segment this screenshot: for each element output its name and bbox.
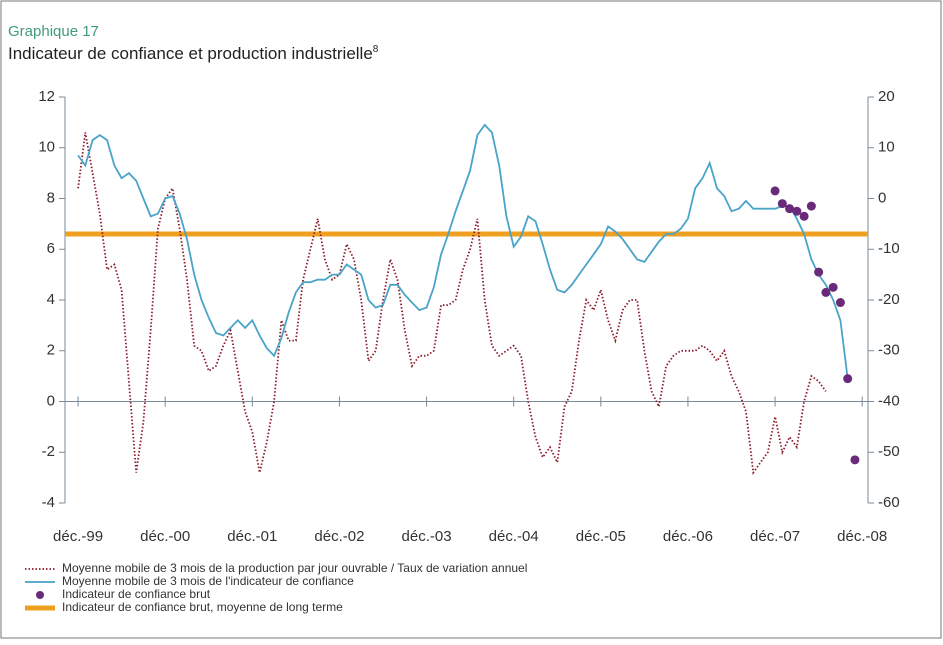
y2-tick-label: -60 <box>878 494 900 511</box>
y-tick-label: 6 <box>47 240 55 257</box>
x-tick-label: déc.-08 <box>837 528 887 545</box>
legend-label: Indicateur de confiance brut, moyenne de… <box>62 600 343 614</box>
y2-tick-label: -10 <box>878 240 900 257</box>
y-tick-label: 0 <box>47 392 55 409</box>
header: Graphique 17 <box>8 23 99 40</box>
x-tick-label: déc.-07 <box>750 528 800 545</box>
data-point <box>799 211 809 221</box>
x-tick-label: déc.-03 <box>402 528 452 545</box>
title-text: Indicateur de confiance et production in… <box>8 44 373 63</box>
y2-tick-label: -30 <box>878 342 900 359</box>
data-point <box>792 206 802 216</box>
y-tick-label: 4 <box>47 291 55 308</box>
series-line <box>77 132 827 476</box>
y2-tick-label: -20 <box>878 291 900 308</box>
data-point <box>828 282 838 292</box>
y-tick-label: 10 <box>38 139 55 156</box>
legend-label: Indicateur de confiance brut <box>62 587 211 601</box>
data-point <box>821 287 831 297</box>
x-tick-label: déc.-00 <box>140 528 190 545</box>
y-tick-label: 8 <box>47 189 55 206</box>
data-point <box>835 298 845 308</box>
x-tick-label: déc.-02 <box>314 528 364 545</box>
data-point <box>777 199 787 209</box>
chart-title: Indicateur de confiance et production in… <box>8 44 379 64</box>
legend-symbol <box>36 591 44 599</box>
y2-tick-label: -50 <box>878 443 900 460</box>
y-tick-label: 2 <box>47 342 55 359</box>
title-note: 8 <box>373 44 379 55</box>
data-point <box>806 201 816 211</box>
data-point <box>843 374 853 384</box>
y2-tick-label: 0 <box>878 189 886 206</box>
data-point <box>770 186 780 196</box>
y-tick-label: 12 <box>38 88 55 105</box>
data-point <box>785 204 795 214</box>
legend-label: Moyenne mobile de 3 mois de la productio… <box>62 561 527 575</box>
legend-label: Moyenne mobile de 3 mois de l'indicateur… <box>62 574 354 588</box>
x-tick-label: déc.-01 <box>227 528 277 545</box>
y-tick-label: -4 <box>42 494 55 511</box>
y2-tick-label: 20 <box>878 88 895 105</box>
x-tick-label: déc.-99 <box>53 528 103 545</box>
y2-tick-label: 10 <box>878 139 895 156</box>
data-point <box>814 267 824 277</box>
y2-tick-label: -40 <box>878 392 900 409</box>
x-tick-label: déc.-05 <box>576 528 626 545</box>
series-line <box>77 123 849 379</box>
y-tick-label: -2 <box>42 443 55 460</box>
data-point <box>850 455 860 465</box>
x-tick-label: déc.-04 <box>489 528 539 545</box>
x-tick-label: déc.-06 <box>663 528 713 545</box>
